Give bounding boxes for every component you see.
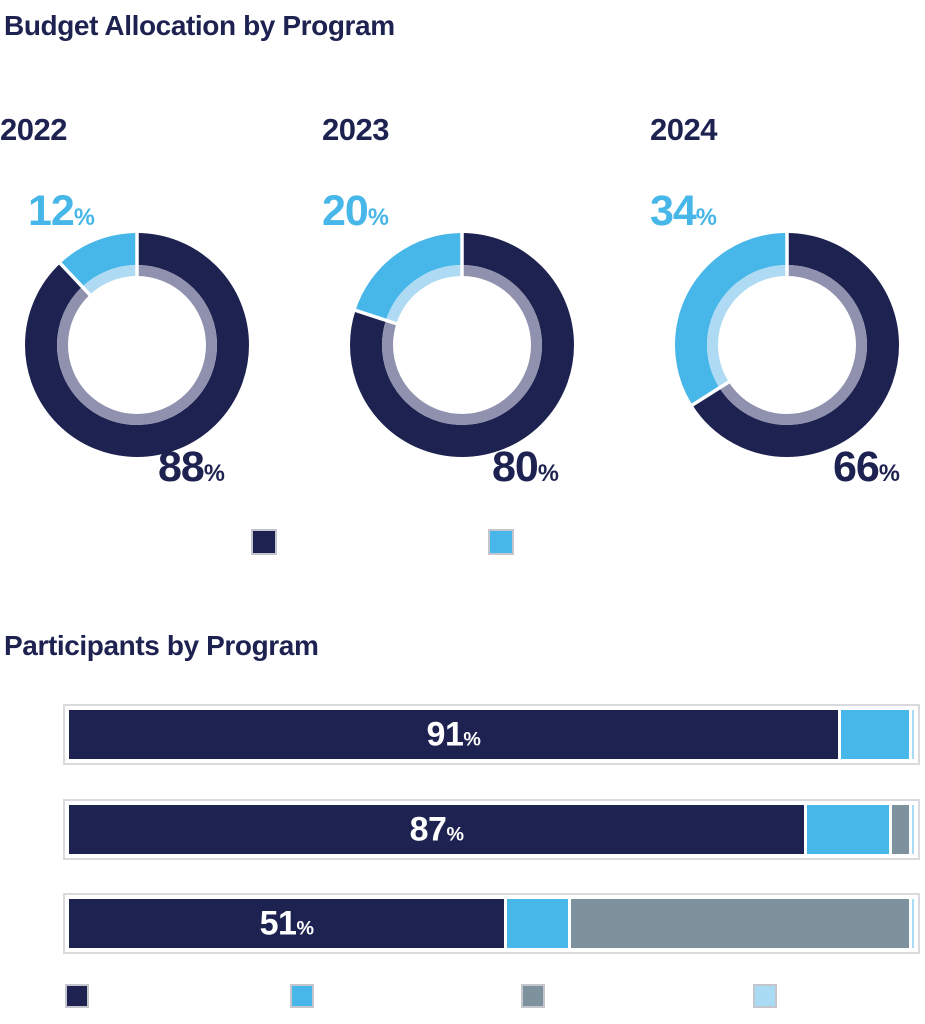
donut-cell-2023: 2023 20% 80% [322,112,614,532]
donut-chart-2024 [675,231,899,457]
percent-symbol: % [695,205,717,231]
navy-percent-value: 80 [492,443,539,491]
bar-value: 91 [426,714,464,753]
percent-symbol: % [537,461,559,487]
percent-symbol: % [446,822,464,845]
light-blue-legend-swatch [290,984,314,1008]
donut-cell-2022: 2022 12% 88% [0,112,292,532]
percent-symbol: % [296,916,314,939]
pale-blue-legend-swatch [753,984,777,1008]
bar-segment-light-blue [504,899,568,948]
bar-segment-pale-blue [908,899,914,948]
year-label-2024: 2024 [650,112,717,147]
budget-section-title: Budget Allocation by Program [4,10,395,41]
bar-segment-navy [69,899,505,948]
blue-percent-label-2023: 20% [322,187,389,235]
bar-segment-pale-blue [908,805,914,854]
blue-percent-value: 12 [28,187,75,235]
navy-legend-swatch [65,984,89,1008]
navy-percent-value: 88 [158,443,205,491]
bar-value: 51 [259,903,297,942]
budget-legend [0,529,925,559]
bar-row-2: 87% [65,801,918,858]
donut-chart-2023 [350,231,574,457]
bar-row-3: 51% [65,895,918,952]
participants-section-title: Participants by Program [4,630,319,661]
year-label-2023: 2023 [322,112,389,147]
percent-symbol: % [878,461,900,487]
navy-legend-swatch [251,529,277,555]
donut-chart-2022 [25,231,249,457]
percent-symbol: % [367,205,389,231]
year-label-2022: 2022 [0,112,67,147]
participants-legend [0,984,925,1014]
bar-value-label-1: 91% [427,717,481,751]
percent-symbol: % [203,461,225,487]
blue-percent-value: 34 [650,187,697,235]
gray-legend-swatch [521,984,545,1008]
donut-cell-2024: 2024 34% 66% [650,112,925,532]
participants-bar-chart: 91% 87% 51% [65,706,918,956]
bar-segment-pale-blue [908,710,914,759]
percent-symbol: % [73,205,95,231]
bar-row-1: 91% [65,706,918,763]
navy-percent-label-2022: 88% [158,443,225,491]
percent-symbol: % [463,727,481,750]
navy-percent-label-2024: 66% [833,443,900,491]
bar-value-label-2: 87% [410,812,464,846]
bar-segment-navy [69,805,805,854]
navy-percent-label-2023: 80% [492,443,559,491]
blue-percent-label-2024: 34% [650,187,717,235]
bar-segment-navy [69,710,838,759]
bar-value: 87 [409,809,447,848]
navy-percent-value: 66 [833,443,880,491]
bar-value-label-3: 51% [260,906,314,940]
blue-percent-value: 20 [322,187,369,235]
light-blue-legend-swatch [488,529,514,555]
blue-percent-label-2022: 12% [28,187,95,235]
bar-segment-gray [888,805,909,854]
bar-segment-gray [567,899,909,948]
bar-segment-light-blue [837,710,909,759]
bar-segment-light-blue [804,805,889,854]
